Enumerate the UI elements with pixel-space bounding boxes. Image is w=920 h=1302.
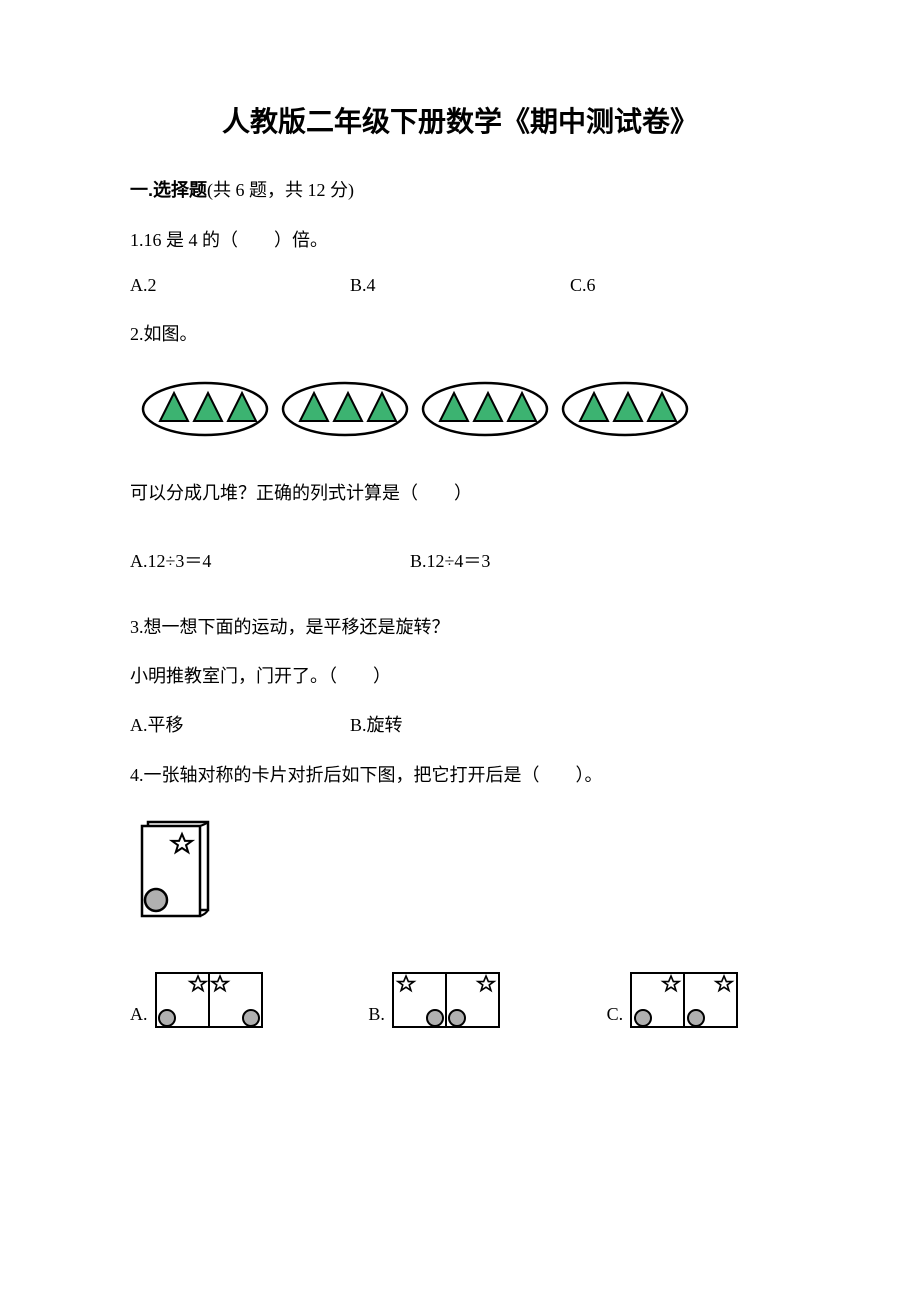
page-title: 人教版二年级下册数学《期中测试卷》 — [130, 100, 790, 140]
q2-options: A.12÷3＝4 B.12÷4＝3 — [130, 547, 790, 573]
card-option-c-icon — [629, 971, 739, 1029]
folded-card-icon — [130, 816, 230, 926]
card-option-a-icon — [154, 971, 264, 1029]
q4-label-b: B. — [368, 1004, 385, 1029]
q2-figure — [140, 379, 790, 439]
q4-option-b: B. — [368, 971, 606, 1029]
q4-text: 4.一张轴对称的卡片对折后如下图，把它打开后是（ ）。 — [130, 761, 790, 790]
section-1-name: 选择题 — [153, 180, 207, 200]
q4-folded-card — [130, 816, 790, 931]
triangle-group — [280, 379, 410, 439]
q1-options: A.2 B.4 C.6 — [130, 275, 790, 296]
triangle-group — [140, 379, 270, 439]
q3-sub: 小明推教室门，门开了。（ ） — [130, 662, 790, 691]
q2-option-a: A.12÷3＝4 — [130, 547, 410, 573]
q1-option-c: C.6 — [570, 275, 790, 296]
q4-label-c: C. — [607, 1004, 624, 1029]
section-1-detail: (共 6 题，共 12 分) — [207, 180, 354, 200]
q3-option-a: A.平移 — [130, 711, 350, 737]
q1-option-a: A.2 — [130, 275, 350, 296]
section-1-header: 一.选择题(共 6 题，共 12 分) — [130, 176, 790, 202]
q1-option-b: B.4 — [350, 275, 570, 296]
card-option-b-icon — [391, 971, 501, 1029]
triangle-group — [420, 379, 550, 439]
q2-after-text: 可以分成几堆？正确的列式计算是（ ） — [130, 479, 790, 508]
section-1-prefix: 一. — [130, 180, 153, 200]
q3-option-b: B.旋转 — [350, 711, 570, 737]
q4-label-a: A. — [130, 1004, 148, 1029]
q2-option-b: B.12÷4＝3 — [410, 547, 690, 573]
q3-options: A.平移 B.旋转 — [130, 711, 790, 737]
q3-text: 3.想一想下面的运动，是平移还是旋转？ — [130, 613, 790, 642]
triangle-group — [560, 379, 690, 439]
q1-text: 1.16 是 4 的（ ）倍。 — [130, 226, 790, 255]
q4-option-c: C. — [607, 971, 790, 1029]
q2-text: 2.如图。 — [130, 320, 790, 349]
q4-option-a: A. — [130, 971, 368, 1029]
q4-options: A. B. — [130, 971, 790, 1029]
